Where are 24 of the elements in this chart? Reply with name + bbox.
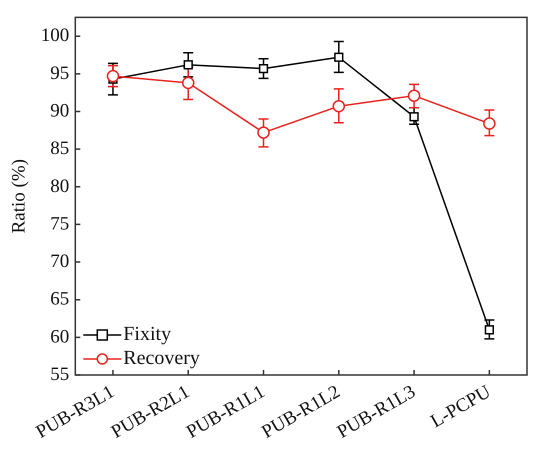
y-tick-label: 55 (50, 364, 70, 385)
y-axis-title: Ratio (%) (8, 158, 30, 234)
legend-label: Fixity (123, 323, 172, 346)
point (182, 76, 194, 90)
point (484, 325, 494, 334)
y-tick-label: 80 (50, 176, 70, 197)
point (106, 70, 120, 82)
y-tick-label: 75 (50, 213, 70, 234)
point (257, 126, 270, 139)
y-tick-label: 95 (50, 62, 70, 84)
point (184, 60, 193, 70)
y-tick-label: 100 (40, 25, 70, 46)
y-tick-label: 70 (50, 251, 70, 272)
point (409, 112, 419, 122)
y-tick-label: 85 (50, 138, 70, 160)
point (334, 52, 344, 62)
point (483, 117, 496, 130)
legend-label: Recovery (123, 347, 200, 370)
point (332, 100, 346, 112)
y-tick-label: 60 (50, 326, 70, 348)
point (408, 89, 420, 102)
y-tick-label: 65 (50, 288, 70, 310)
point (258, 64, 268, 74)
y-tick-label: 90 (50, 100, 70, 122)
